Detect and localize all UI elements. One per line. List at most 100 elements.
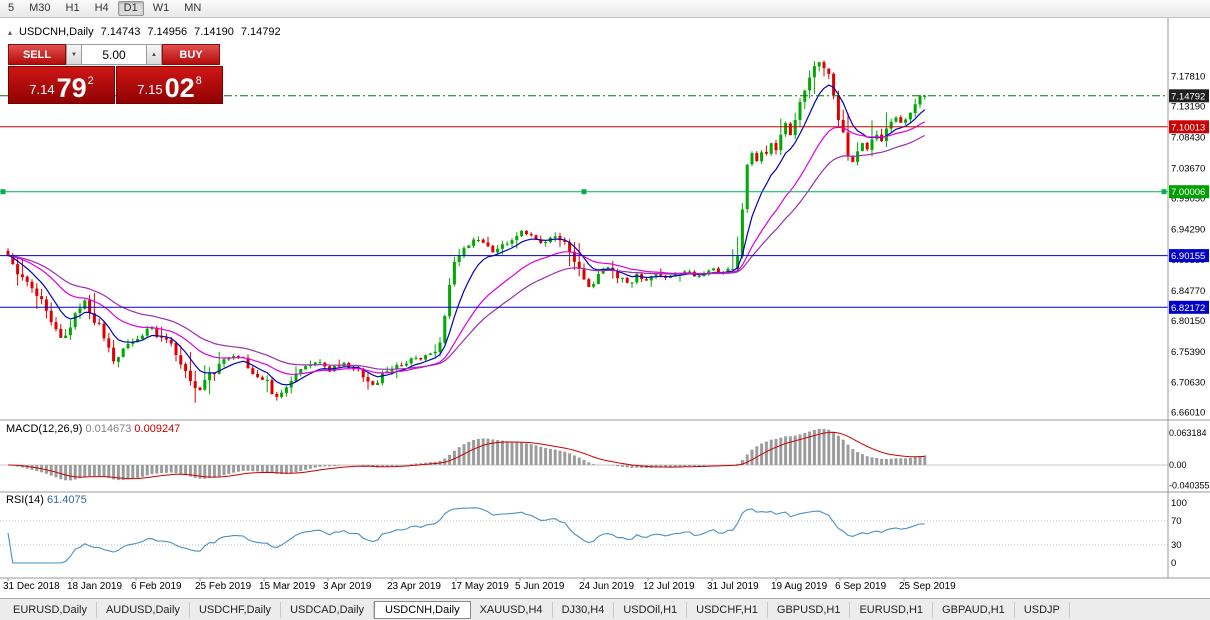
price-pane bbox=[0, 60, 1168, 403]
buy-price-main: 7.15 bbox=[137, 82, 163, 97]
hline-handle[interactable] bbox=[0, 189, 6, 195]
tab-eurusd-h1[interactable]: EURUSD,H1 bbox=[850, 601, 934, 618]
timeframe-button-m30[interactable]: M30 bbox=[23, 1, 56, 16]
date-axis-label: 6 Feb 2019 bbox=[131, 581, 182, 592]
buy-button[interactable]: BUY bbox=[162, 44, 220, 65]
chart-window-icon: ▴ bbox=[8, 27, 13, 37]
price-tag-label: 6.82172 bbox=[1171, 303, 1205, 314]
date-axis-label: 25 Feb 2019 bbox=[195, 581, 252, 592]
tab-audusd-daily[interactable]: AUDUSD,Daily bbox=[97, 601, 190, 618]
chart-canvas[interactable]: 7.17810 7.13190 7.08430 7.03670 6.99050 6.942… bbox=[0, 18, 1210, 598]
axes: 7.17810 7.13190 7.08430 7.03670 6.99050 6.942… bbox=[0, 18, 1210, 592]
price-tag-level-700 bbox=[1169, 185, 1209, 199]
price-tag-level-690 bbox=[1169, 249, 1209, 263]
timeframe-button-mn[interactable]: MN bbox=[178, 1, 207, 16]
buy-price-display[interactable]: 7.15 02 8 bbox=[116, 66, 223, 104]
triangle-down-icon: ▼ bbox=[71, 51, 77, 58]
chart-symbol-period: USDCNH,Daily bbox=[19, 26, 94, 38]
rsi-label: RSI(14) 61.4075 bbox=[6, 494, 87, 506]
tab-usdchf-h1[interactable]: USDCHF,H1 bbox=[687, 601, 768, 618]
price-tag-label: 7.14792 bbox=[1171, 91, 1205, 102]
price-axis-tick: 7.17810 bbox=[1171, 72, 1205, 83]
rsi-pane bbox=[0, 507, 1168, 564]
hline-handle[interactable] bbox=[581, 189, 587, 195]
rsi-axis-label: 0 bbox=[1171, 558, 1176, 569]
price-axis-tick: 6.99050 bbox=[1171, 193, 1205, 204]
timeframe-button-d1[interactable]: D1 bbox=[117, 1, 144, 16]
timeframe-button-w1[interactable]: W1 bbox=[147, 1, 176, 16]
price-tag-bid-line bbox=[1169, 89, 1209, 103]
price-tag-label: 6.90155 bbox=[1171, 251, 1205, 262]
sell-button[interactable]: SELL bbox=[8, 44, 66, 65]
one-click-controls-row: SELL ▼ ▲ BUY bbox=[8, 44, 223, 65]
price-axis-tick: 7.03670 bbox=[1171, 163, 1205, 174]
tab-usdcnh-daily[interactable]: USDCNH,Daily bbox=[374, 600, 471, 619]
macd-axis-label: -0.040355 bbox=[1169, 480, 1210, 490]
sell-price-display[interactable]: 7.14 79 2 bbox=[8, 66, 115, 104]
price-axis-tick: 6.80150 bbox=[1171, 316, 1205, 327]
macd-axis-label: 0.00 bbox=[1169, 460, 1187, 470]
macd-signal-line bbox=[7, 431, 925, 480]
date-axis-label: 25 Sep 2019 bbox=[899, 581, 956, 592]
sell-price-big: 79 bbox=[56, 73, 87, 103]
moving-average-8 bbox=[7, 84, 926, 386]
candlestick-series bbox=[6, 60, 927, 403]
chart-open-value: 7.14743 bbox=[100, 26, 141, 38]
timeframe-button-h4[interactable]: H4 bbox=[89, 1, 115, 16]
price-tag-level-682 bbox=[1169, 300, 1209, 314]
price-axis-tick: 6.70630 bbox=[1171, 378, 1205, 389]
rsi-axis-label: 100 bbox=[1171, 498, 1187, 509]
date-axis-label: 31 Jul 2019 bbox=[707, 581, 759, 592]
chart-tab-bar: EURUSD,Daily AUDUSD,Daily USDCHF,Daily U… bbox=[0, 598, 1210, 620]
tab-usdoil-h1[interactable]: USDOil,H1 bbox=[614, 601, 688, 618]
date-axis-label: 24 Jun 2019 bbox=[579, 581, 634, 592]
moving-average-21 bbox=[7, 121, 926, 375]
date-axis-label: 31 Dec 2018 bbox=[3, 581, 60, 592]
timeframe-button-m5[interactable]: 5 bbox=[2, 1, 20, 16]
date-axis-label: 19 Aug 2019 bbox=[771, 581, 828, 592]
chart-low-value: 7.14190 bbox=[194, 26, 234, 38]
price-axis-tick: 6.84770 bbox=[1171, 286, 1205, 297]
macd-pane bbox=[0, 428, 1168, 481]
triangle-up-icon: ▲ bbox=[151, 51, 157, 58]
tab-usdjpy[interactable]: USDJP bbox=[1015, 601, 1070, 618]
tab-gbpaud-h1[interactable]: GBPAUD,H1 bbox=[933, 601, 1015, 618]
rsi-line bbox=[7, 507, 925, 564]
price-axis-tick: 7.13190 bbox=[1171, 102, 1205, 113]
sell-price-main: 7.14 bbox=[29, 82, 55, 97]
price-tag-level-710 bbox=[1169, 120, 1209, 134]
tab-eurusd-daily[interactable]: EURUSD,Daily bbox=[4, 601, 97, 618]
timeframe-button-h1[interactable]: H1 bbox=[60, 1, 86, 16]
date-axis-label: 23 Apr 2019 bbox=[387, 581, 441, 592]
tab-usdcad-daily[interactable]: USDCAD,Daily bbox=[281, 601, 375, 618]
price-tag-label: 7.10013 bbox=[1171, 122, 1205, 133]
moving-average-34 bbox=[7, 134, 926, 370]
price-tag-label: 7.00006 bbox=[1171, 187, 1205, 198]
price-axis-tick: 7.08430 bbox=[1171, 133, 1205, 144]
volume-up-button[interactable]: ▲ bbox=[146, 44, 162, 65]
hline-handle[interactable] bbox=[1161, 189, 1167, 195]
volume-down-button[interactable]: ▼ bbox=[66, 44, 82, 65]
date-axis-label: 12 Jul 2019 bbox=[643, 581, 695, 592]
tab-xauusd-h4[interactable]: XAUUSD,H4 bbox=[471, 601, 553, 618]
tab-usdchf-daily[interactable]: USDCHF,Daily bbox=[190, 601, 282, 618]
tab-gbpusd-h1[interactable]: GBPUSD,H1 bbox=[768, 601, 851, 618]
buy-price-big: 02 bbox=[164, 73, 195, 103]
price-axis-tick: 6.94290 bbox=[1171, 224, 1205, 235]
chart-close-value: 7.14792 bbox=[240, 26, 281, 38]
chart-high-value: 7.14956 bbox=[147, 26, 188, 38]
chart-area: 7.17810 7.13190 7.08430 7.03670 6.99050 6.942… bbox=[0, 18, 1210, 598]
price-axis-tick: 6.75390 bbox=[1171, 347, 1205, 358]
date-axis-label: 15 Mar 2019 bbox=[259, 581, 316, 592]
price-axis-tick: 6.66010 bbox=[1171, 408, 1205, 419]
tab-dj30-h4[interactable]: DJ30,H4 bbox=[553, 601, 615, 618]
chart-background bbox=[0, 18, 1210, 598]
chart-title: ▴ USDCNH,Daily 7.14743 7.14956 7.14190 7… bbox=[8, 26, 281, 38]
sell-price-sup: 2 bbox=[87, 75, 94, 87]
one-click-price-row: 7.14 79 2 7.15 02 8 bbox=[8, 66, 223, 104]
date-axis-label: 18 Jan 2019 bbox=[67, 581, 122, 592]
volume-input[interactable] bbox=[82, 44, 146, 65]
buy-price-sup: 8 bbox=[195, 75, 202, 87]
